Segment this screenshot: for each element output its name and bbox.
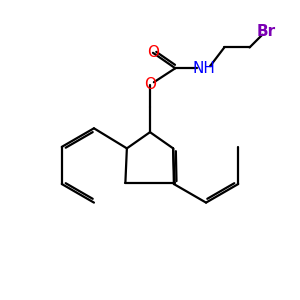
Text: O: O	[144, 77, 156, 92]
Text: Br: Br	[256, 24, 275, 39]
Text: O: O	[147, 45, 159, 60]
Text: NH: NH	[192, 61, 215, 76]
